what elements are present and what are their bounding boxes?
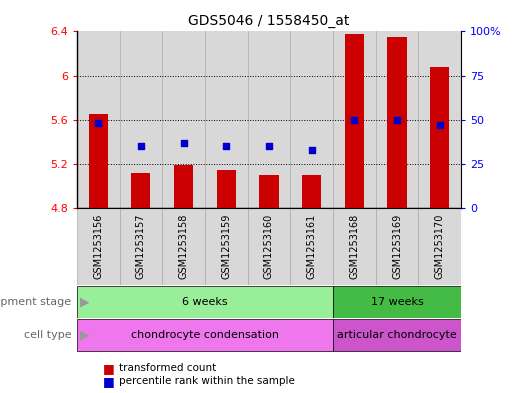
Text: GSM1253156: GSM1253156: [93, 214, 103, 279]
Text: ■: ■: [103, 375, 115, 388]
Bar: [77, 31, 120, 208]
Bar: [217, 170, 236, 208]
Bar: [333, 286, 461, 318]
Text: 17 weeks: 17 weeks: [370, 297, 423, 307]
Bar: [248, 31, 290, 208]
Bar: [77, 319, 333, 351]
Bar: [290, 208, 333, 285]
Text: chondrocyte condensation: chondrocyte condensation: [131, 330, 279, 340]
Bar: [333, 31, 376, 208]
Bar: [333, 208, 376, 285]
Bar: [77, 208, 120, 285]
Text: transformed count: transformed count: [119, 363, 216, 373]
Bar: [162, 208, 205, 285]
Text: GSM1253160: GSM1253160: [264, 214, 274, 279]
Bar: [418, 208, 461, 285]
Text: ▶: ▶: [80, 295, 89, 308]
Text: articular chondrocyte: articular chondrocyte: [337, 330, 457, 340]
Text: ■: ■: [103, 362, 115, 375]
Bar: [162, 31, 205, 208]
Bar: [376, 31, 418, 208]
Point: [265, 143, 273, 149]
Text: cell type: cell type: [24, 330, 72, 340]
Bar: [259, 175, 279, 208]
Bar: [248, 208, 290, 285]
Point: [350, 117, 359, 123]
Bar: [174, 165, 193, 208]
Text: GSM1253158: GSM1253158: [179, 214, 189, 279]
Text: GSM1253169: GSM1253169: [392, 214, 402, 279]
Bar: [387, 37, 407, 208]
Point: [436, 122, 444, 128]
Point: [137, 143, 145, 149]
Text: development stage: development stage: [0, 297, 72, 307]
Bar: [131, 173, 151, 208]
Point: [179, 140, 188, 146]
Bar: [333, 319, 461, 351]
Text: GSM1253159: GSM1253159: [222, 214, 231, 279]
Bar: [120, 31, 162, 208]
Bar: [344, 34, 364, 208]
Bar: [418, 31, 461, 208]
Text: GSM1253168: GSM1253168: [349, 214, 359, 279]
Title: GDS5046 / 1558450_at: GDS5046 / 1558450_at: [188, 14, 350, 28]
Text: GSM1253170: GSM1253170: [435, 214, 445, 279]
Text: GSM1253157: GSM1253157: [136, 214, 146, 279]
Text: GSM1253161: GSM1253161: [307, 214, 316, 279]
Point: [94, 120, 102, 127]
Bar: [430, 67, 449, 208]
Text: percentile rank within the sample: percentile rank within the sample: [119, 376, 295, 386]
Bar: [205, 31, 248, 208]
Text: ▶: ▶: [80, 329, 89, 342]
Point: [393, 117, 401, 123]
Bar: [89, 114, 108, 208]
Bar: [376, 208, 418, 285]
Text: 6 weeks: 6 weeks: [182, 297, 228, 307]
Bar: [290, 31, 333, 208]
Point: [307, 147, 316, 153]
Bar: [302, 175, 321, 208]
Bar: [120, 208, 162, 285]
Bar: [77, 286, 333, 318]
Point: [222, 143, 231, 149]
Bar: [205, 208, 248, 285]
